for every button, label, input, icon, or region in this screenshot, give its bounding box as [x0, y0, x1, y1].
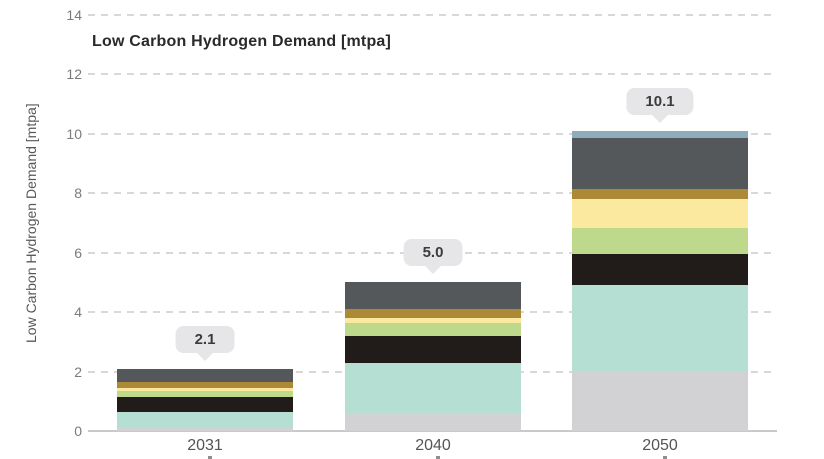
- x-axis-baseline: [88, 430, 777, 432]
- bar-segment-ochre: [572, 188, 748, 200]
- y-axis-ticks: 0 2 4 6 8 10 12 14: [0, 7, 82, 439]
- y-tick-label-12: 12: [66, 66, 82, 83]
- x-axis-label-2031: 2031: [187, 437, 223, 454]
- y-tick-label-14: 14: [66, 7, 82, 23]
- y-tick-label-6: 6: [74, 244, 82, 261]
- chart-title: Low Carbon Hydrogen Demand [mtpa]: [92, 33, 392, 50]
- bar-2040: [345, 282, 521, 431]
- bar-segment-green: [117, 390, 293, 397]
- bar-segment-green: [572, 227, 748, 255]
- bar-segment-green: [345, 322, 521, 336]
- y-tick-label-4: 4: [74, 304, 82, 321]
- value-callout: 10.1: [626, 87, 694, 115]
- x-axis-submark: [663, 456, 667, 459]
- bar-segment-teal: [117, 411, 293, 429]
- callout-pointer: [424, 265, 442, 275]
- callout-pointer: [651, 113, 669, 123]
- x-axis-submark: [436, 456, 440, 459]
- gridline-8: [88, 192, 777, 195]
- bar-segment-blue-gray: [572, 130, 748, 139]
- bar-segment-black: [345, 335, 521, 363]
- callout-pointer: [196, 351, 214, 361]
- bar-segment-dark-gray: [572, 138, 748, 189]
- bar-segment-light-gray: [345, 413, 521, 431]
- bar-2050: [572, 130, 748, 431]
- bar-segment-light-gray: [117, 428, 293, 431]
- bar-2031: [117, 368, 293, 431]
- y-tick-label-8: 8: [74, 185, 82, 202]
- bar-segment-pale-yellow: [345, 318, 521, 323]
- bar-segment-pale-yellow: [117, 387, 293, 391]
- y-tick-label-10: 10: [66, 125, 82, 142]
- bar-segment-ochre: [117, 382, 293, 388]
- x-axis-label-2050: 2050: [642, 437, 678, 454]
- bar-segment-black: [117, 396, 293, 412]
- bar-segment-ochre: [345, 309, 521, 319]
- bar-segment-light-gray: [572, 371, 748, 431]
- value-callout: 5.0: [403, 239, 463, 267]
- plot-area: 2.1 5.0 10.1: [88, 14, 777, 432]
- bar-segment-black: [572, 254, 748, 286]
- y-tick-label-2: 2: [74, 363, 82, 380]
- bar-segment-teal: [572, 285, 748, 372]
- value-callout: 2.1: [175, 325, 235, 353]
- x-axis-submark: [208, 456, 212, 459]
- y-tick-label-0: 0: [74, 423, 82, 439]
- gridline-14: [88, 14, 777, 16]
- x-axis-label-2040: 2040: [415, 437, 451, 454]
- bar-segment-dark-gray: [117, 368, 293, 383]
- gridline-12: [88, 73, 777, 76]
- bar-segment-dark-gray: [345, 282, 521, 310]
- bar-segment-pale-yellow: [572, 199, 748, 228]
- bar-segment-teal: [345, 362, 521, 414]
- gridline-10: [88, 132, 777, 135]
